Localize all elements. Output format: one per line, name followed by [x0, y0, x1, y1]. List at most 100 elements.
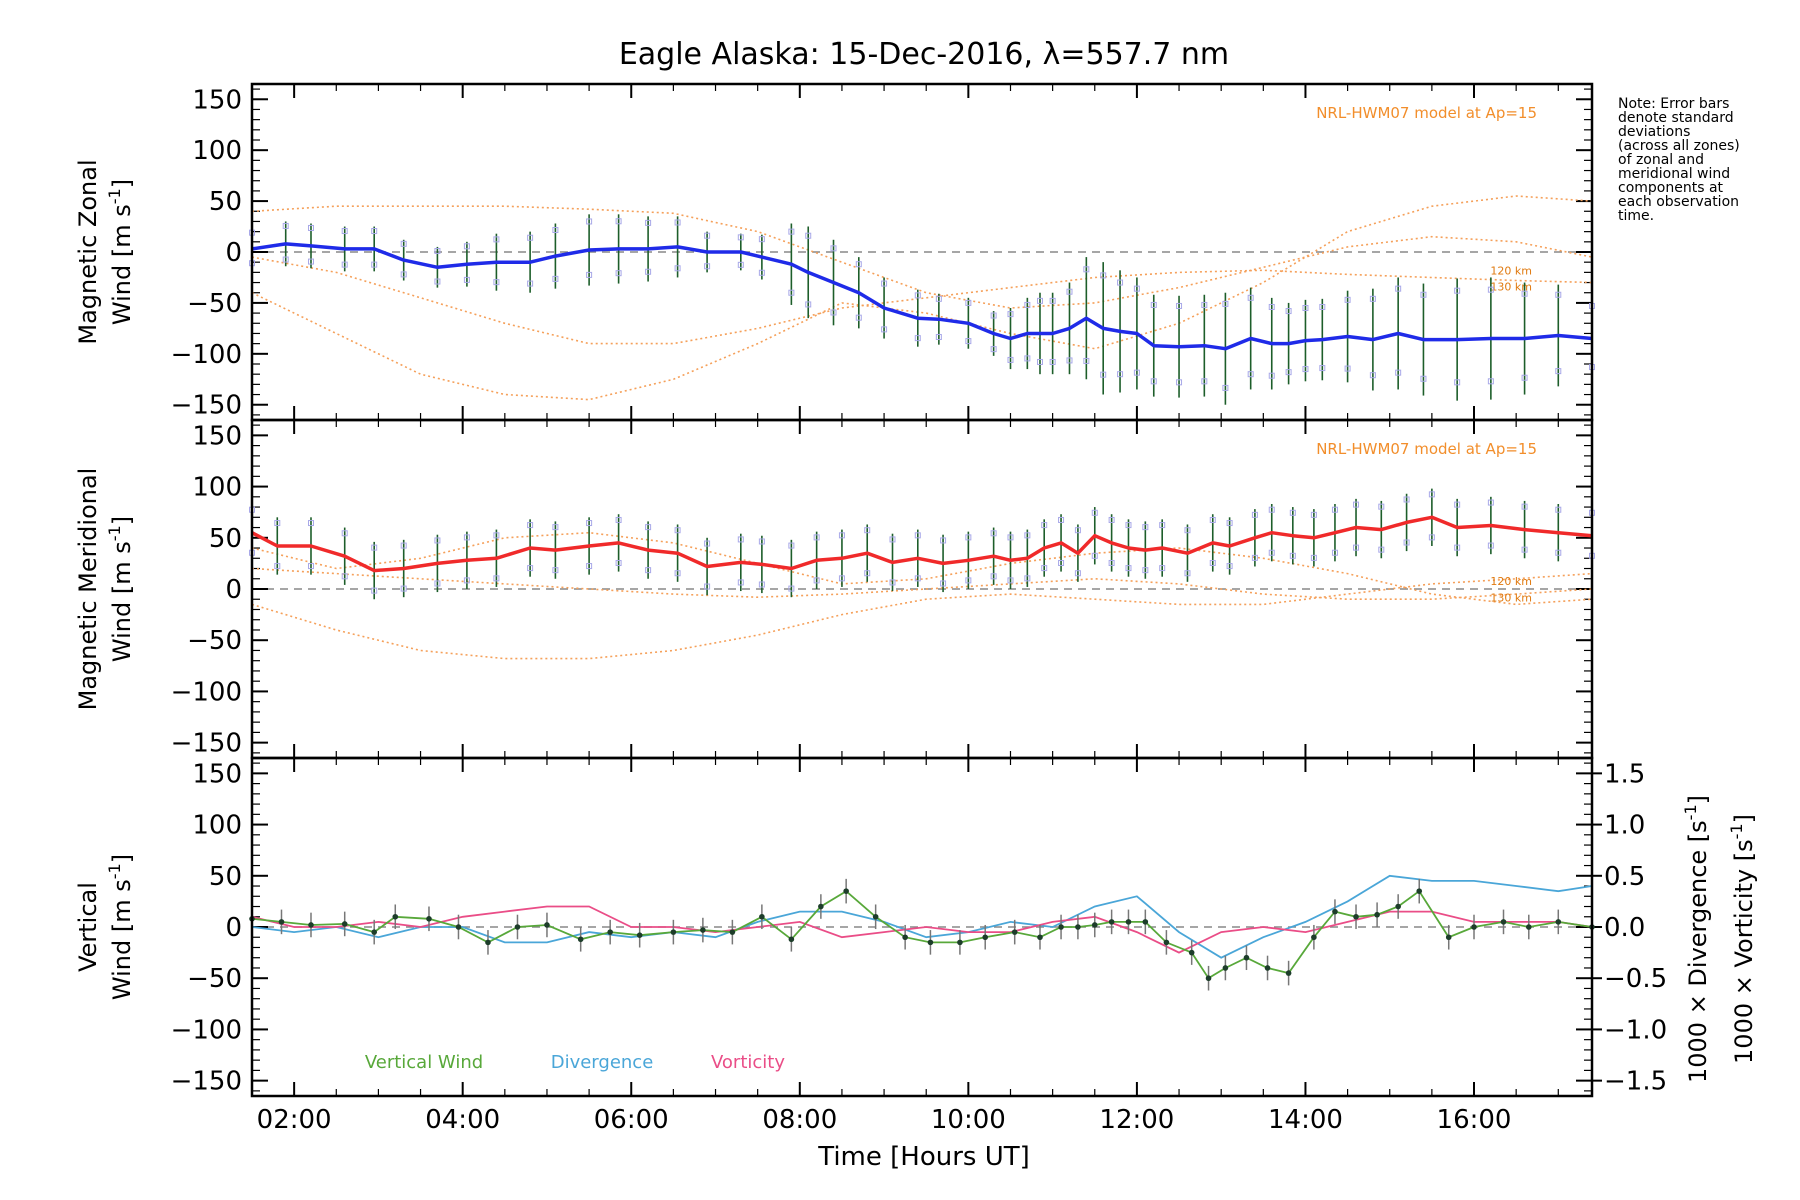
vertical-wind-point	[1243, 954, 1250, 961]
zone-marker	[434, 580, 441, 587]
vertical-wind-point	[788, 936, 795, 943]
zone-marker	[645, 219, 652, 226]
model-curve	[251, 572, 1593, 660]
zone-marker	[1108, 559, 1115, 566]
vertical-wind-point	[1264, 965, 1271, 971]
zone-marker	[400, 240, 407, 247]
vertical-wind-point	[1416, 888, 1423, 894]
right-tick-label: −1.0	[1604, 1015, 1667, 1045]
vertical-wind-point	[1125, 919, 1132, 925]
zone-marker	[307, 258, 314, 265]
zone-marker	[965, 534, 972, 541]
zone-marker	[1555, 549, 1562, 556]
vertical-wind-point	[982, 934, 989, 941]
zone-marker	[1226, 563, 1233, 570]
vertical-wind-point	[544, 922, 550, 928]
zone-marker	[1041, 565, 1048, 572]
vertical-wind-point	[1142, 919, 1149, 925]
zone-marker	[400, 585, 407, 592]
zone-marker	[1024, 301, 1031, 308]
zone-marker	[1041, 522, 1048, 529]
y-axis-label-line1: Magnetic Zonal	[74, 159, 102, 344]
y-tick-label: −100	[171, 677, 242, 707]
zone-marker	[586, 520, 593, 527]
y-tick-label: 150	[192, 759, 242, 789]
zone-marker	[1555, 506, 1562, 513]
zone-marker	[282, 256, 289, 263]
vertical-wind-point	[843, 888, 849, 894]
zone-marker	[855, 314, 862, 321]
zone-marker	[400, 271, 407, 278]
zone-marker	[1150, 378, 1157, 385]
zone-marker	[1159, 522, 1166, 529]
zone-marker	[1428, 534, 1435, 541]
zone-marker	[1420, 375, 1427, 382]
right-tick-label: 1.5	[1604, 759, 1645, 789]
zone-marker	[1285, 369, 1292, 376]
zone-marker	[1247, 294, 1254, 301]
zone-marker	[1378, 503, 1385, 510]
zone-marker	[1024, 532, 1031, 539]
zone-marker	[1487, 378, 1494, 385]
zone-marker	[674, 219, 681, 226]
vertical-wind-point	[308, 922, 314, 928]
y-tick-label: 50	[209, 187, 242, 217]
y-tick-label: −50	[187, 626, 242, 656]
vertical-wind-point	[759, 913, 765, 920]
zone-marker	[586, 563, 593, 570]
zone-marker	[1331, 506, 1338, 513]
zone-marker	[645, 268, 652, 275]
zone-marker	[1184, 527, 1191, 534]
zone-marker	[914, 575, 921, 582]
vertical-wind-point	[1058, 924, 1064, 930]
zone-marker	[1133, 285, 1140, 292]
zone-marker	[1091, 552, 1098, 559]
zone-marker	[1133, 369, 1140, 376]
zone-marker	[463, 534, 470, 541]
zone-marker	[704, 263, 711, 270]
zone-marker	[1222, 300, 1229, 307]
zone-marker	[940, 537, 947, 544]
zone-marker	[1108, 516, 1115, 523]
zone-marker	[1319, 303, 1326, 310]
x-axis-label: Time [Hours UT]	[817, 1142, 1030, 1172]
y-tick-label: 100	[192, 811, 242, 841]
zone-marker	[1091, 509, 1098, 516]
zone-marker	[758, 581, 765, 588]
zone-marker	[889, 579, 896, 586]
note-line: Note: Error bars	[1618, 96, 1729, 112]
vertical-wind-point	[485, 939, 491, 946]
zone-marker	[788, 585, 795, 592]
vertical-wind-point	[1353, 913, 1359, 920]
zone-marker	[371, 228, 378, 235]
zone-marker	[990, 573, 997, 580]
zone-marker	[493, 532, 500, 539]
zone-marker	[1454, 287, 1461, 294]
zone-marker	[1209, 559, 1216, 566]
model-alt-label: 120 km	[1490, 575, 1532, 588]
legend-item: Vorticity	[711, 1052, 785, 1073]
zone-marker	[493, 575, 500, 582]
y-axis-label-line2: Wind [m s-1]	[105, 179, 136, 325]
zone-marker	[615, 218, 622, 225]
zone-marker	[1176, 379, 1183, 386]
vertical-wind-point	[636, 932, 643, 938]
zone-marker	[1395, 285, 1402, 292]
zone-marker	[1310, 511, 1317, 518]
vertical-wind-point	[371, 929, 378, 935]
zone-marker	[1268, 303, 1275, 310]
zone-marker	[1100, 371, 1107, 378]
zone-marker	[881, 280, 888, 287]
zone-marker	[1289, 509, 1296, 516]
zone-marker	[1201, 301, 1208, 308]
zone-marker	[615, 516, 622, 523]
zone-marker	[1142, 567, 1149, 574]
zone-marker	[1007, 356, 1014, 363]
model-curve	[251, 195, 1593, 401]
zone-marker	[737, 261, 744, 268]
model-label: NRL-HWM07 model at Ap=15	[1316, 104, 1537, 122]
zone-marker	[1369, 372, 1376, 379]
zone-marker	[527, 522, 534, 529]
right-tick-label: 1.0	[1604, 811, 1645, 841]
vertical-wind-point	[729, 929, 736, 935]
